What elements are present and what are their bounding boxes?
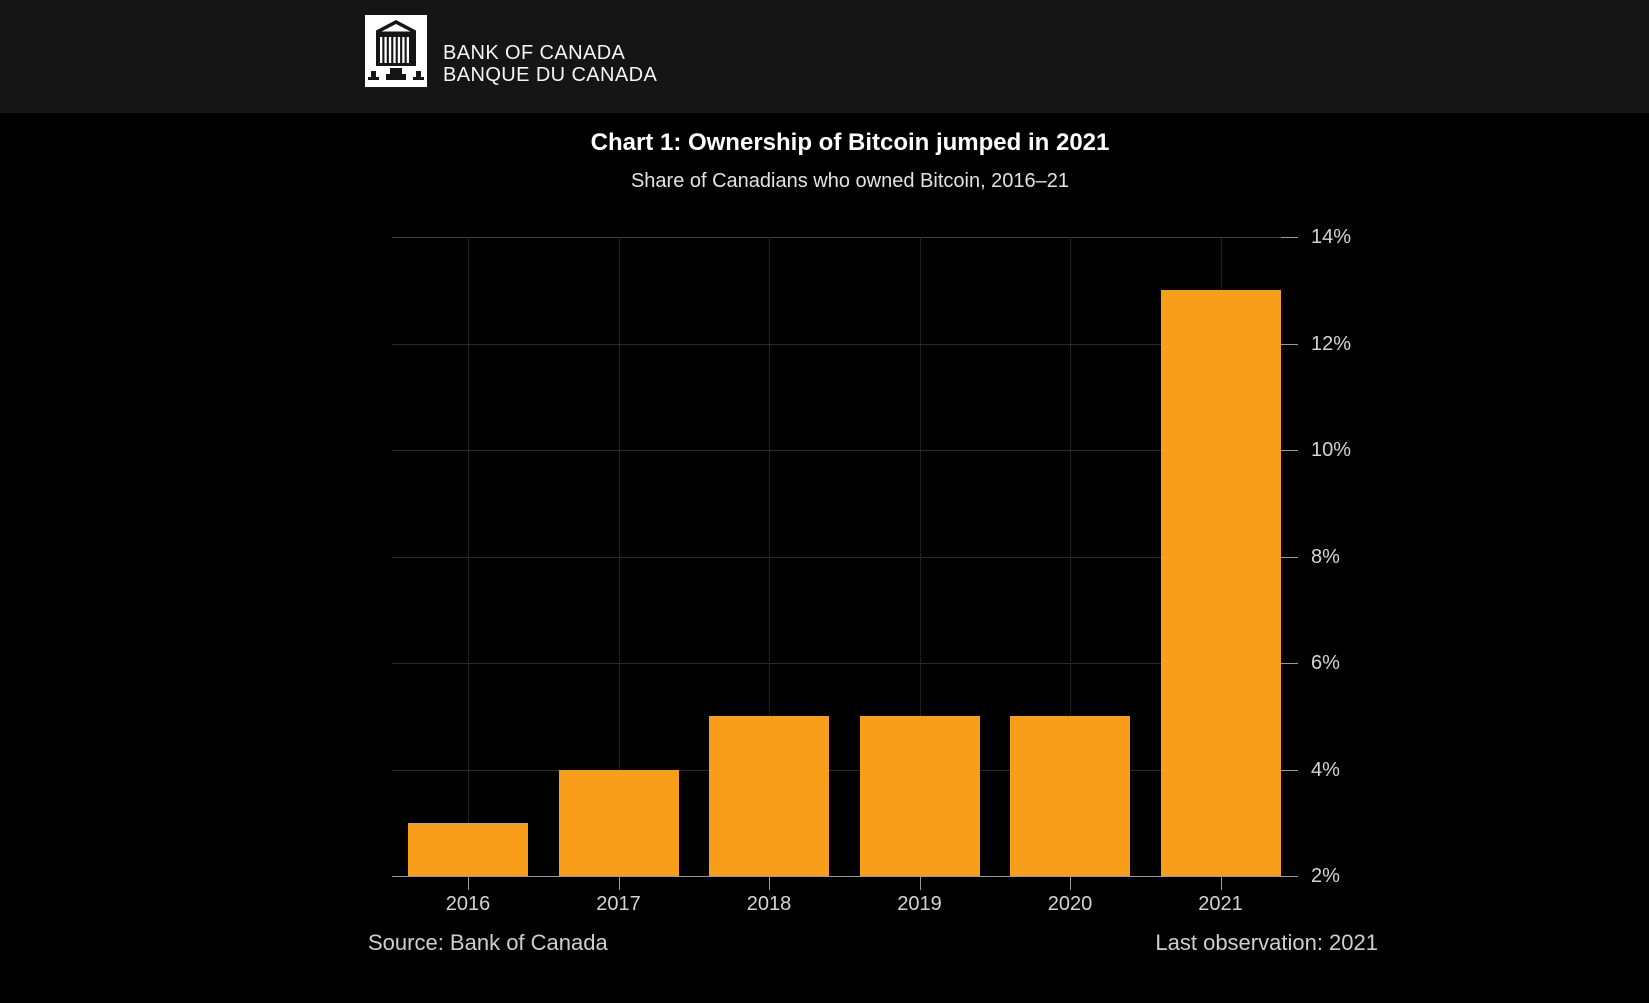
gridline-h-4 xyxy=(392,769,1281,771)
gridline-h-12 xyxy=(392,343,1281,345)
y-axis-tick-8 xyxy=(1281,556,1298,558)
y-axis-label-12: 12% xyxy=(1311,332,1352,355)
x-axis-tick-2018 xyxy=(769,876,770,890)
y-axis-label-4: 4% xyxy=(1311,758,1340,781)
x-axis-line xyxy=(392,876,1298,877)
bank-of-canada-logo: BANK OF CANADA BANQUE DU CANADA xyxy=(365,15,657,87)
y-axis-tick-4 xyxy=(1281,769,1298,771)
gridline-v-2017 xyxy=(618,237,620,876)
x-axis-tick-2020 xyxy=(1070,876,1071,890)
gridline-h-6 xyxy=(392,663,1281,664)
bar-2019[interactable] xyxy=(859,716,980,876)
y-axis-label-10: 10% xyxy=(1311,439,1352,461)
y-axis-tick-12 xyxy=(1281,343,1298,345)
gridline-v-2018 xyxy=(769,237,770,876)
y-axis-tick-10 xyxy=(1281,450,1298,451)
last-observation-note: Last observation: 2021 xyxy=(1155,930,1378,955)
x-axis-label-2020: 2020 xyxy=(1047,893,1093,915)
x-axis-label-2019: 2019 xyxy=(897,893,942,915)
y-axis-label-6: 6% xyxy=(1311,652,1340,674)
bar-2021[interactable] xyxy=(1160,290,1281,876)
y-axis-tick-6 xyxy=(1281,663,1298,664)
x-axis-tick-2017 xyxy=(618,876,620,890)
chart-title: Chart 1: Ownership of Bitcoin jumped in … xyxy=(590,129,1110,156)
x-axis-tick-2021 xyxy=(1220,876,1222,890)
source-note: Source: Bank of Canada xyxy=(368,930,608,955)
bar-2018[interactable] xyxy=(709,716,829,876)
gridline-v-2016 xyxy=(468,237,469,876)
chart-subtitle: Share of Canadians who owned Bitcoin, 20… xyxy=(630,170,1070,192)
gridline-h-14 xyxy=(392,237,1281,238)
y-axis-tick-14 xyxy=(1281,237,1298,238)
gridline-h-10 xyxy=(392,450,1281,451)
header-bar: BANK OF CANADA BANQUE DU CANADA xyxy=(0,0,1649,113)
gridline-h-8 xyxy=(392,556,1281,558)
bar-2016[interactable] xyxy=(408,822,528,876)
bank-of-canada-building-icon xyxy=(365,15,427,87)
y-axis-label-8: 8% xyxy=(1311,545,1340,568)
y-axis-label-2: 2% xyxy=(1311,865,1340,887)
x-axis-label-2016: 2016 xyxy=(445,893,491,915)
brand-line-english: BANK OF CANADA xyxy=(443,42,626,64)
x-axis-label-2021: 2021 xyxy=(1198,893,1243,915)
x-axis-label-2017: 2017 xyxy=(596,893,641,915)
brand-line-french: BANQUE DU CANADA xyxy=(443,64,658,86)
x-axis-label-2018: 2018 xyxy=(746,893,792,915)
bar-2020[interactable] xyxy=(1010,716,1130,876)
gridline-v-2019 xyxy=(919,237,921,876)
bar-2017[interactable] xyxy=(558,769,679,876)
y-axis-label-14: 14% xyxy=(1311,226,1352,248)
x-axis-tick-2019 xyxy=(919,876,921,890)
gridline-v-2020 xyxy=(1070,237,1071,876)
x-axis-tick-2016 xyxy=(468,876,469,890)
